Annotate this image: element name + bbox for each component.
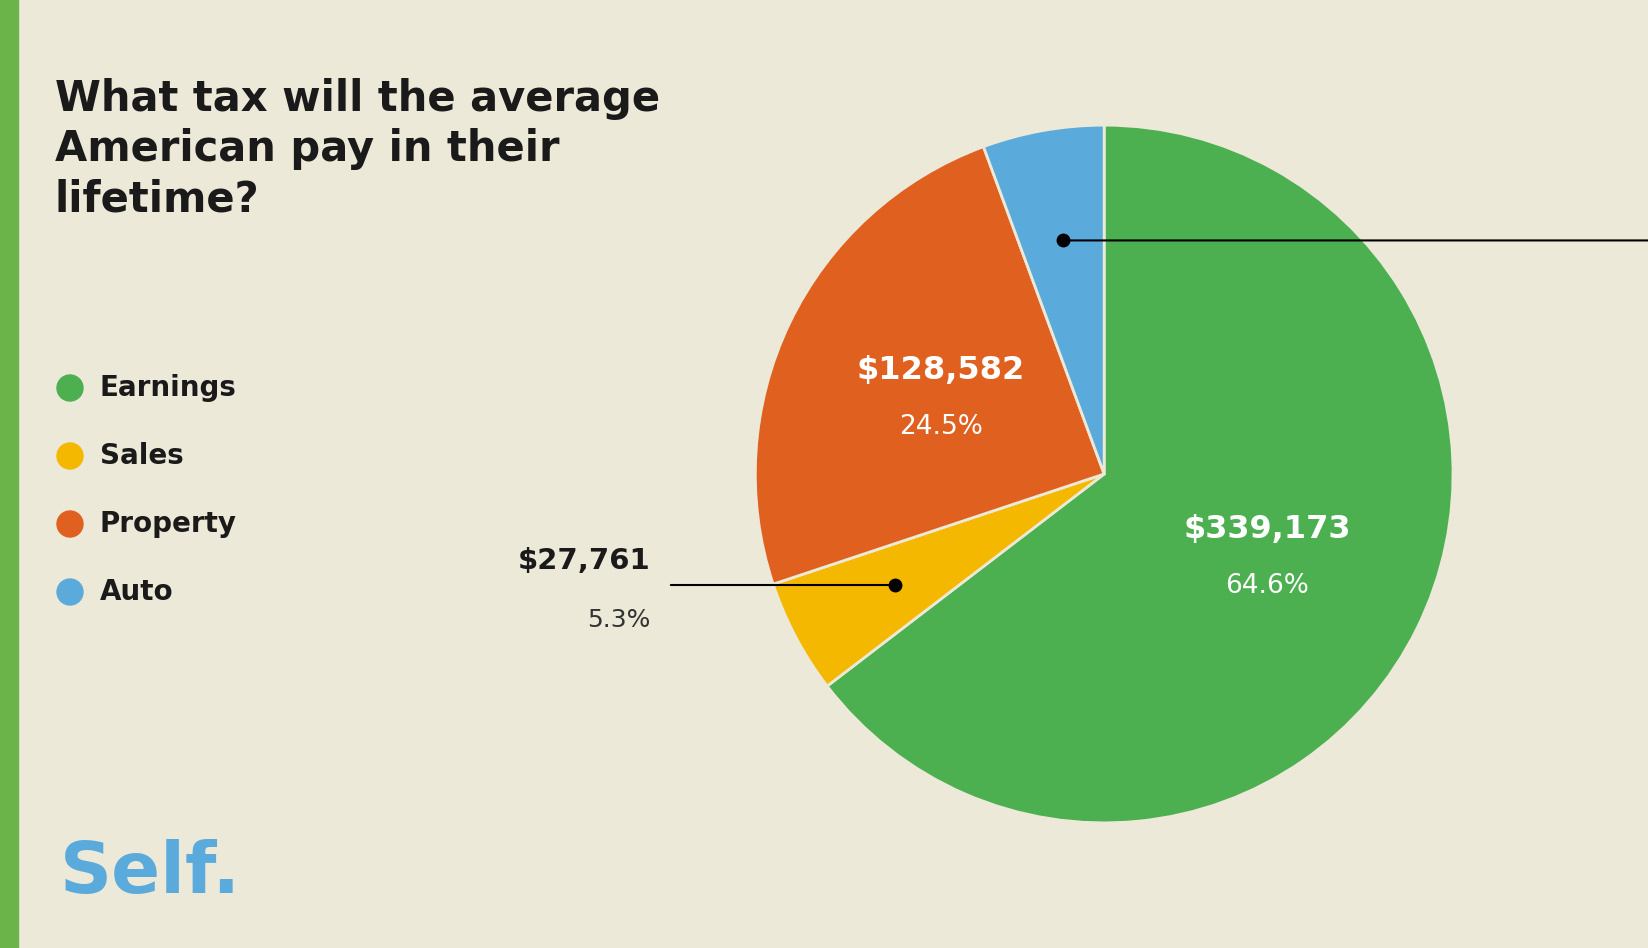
Circle shape [58,579,82,605]
Circle shape [58,443,82,469]
Wedge shape [984,125,1104,474]
Text: 24.5%: 24.5% [898,413,982,440]
Text: Self.: Self. [59,838,241,907]
Text: What tax will the average
American pay in their
lifetime?: What tax will the average American pay i… [54,78,661,221]
Text: $128,582: $128,582 [857,356,1025,386]
Wedge shape [773,474,1104,686]
Text: $339,173: $339,173 [1183,515,1351,545]
Text: Earnings: Earnings [101,374,237,402]
Text: Sales: Sales [101,442,183,470]
Circle shape [58,375,82,401]
Text: Auto: Auto [101,578,173,606]
Text: Property: Property [101,510,237,538]
Wedge shape [827,125,1454,823]
Text: 64.6%: 64.6% [1224,573,1309,599]
Text: 5.3%: 5.3% [587,608,651,632]
Bar [0,0,18,948]
Wedge shape [755,147,1104,584]
Circle shape [58,511,82,537]
Text: $27,761: $27,761 [517,547,651,574]
